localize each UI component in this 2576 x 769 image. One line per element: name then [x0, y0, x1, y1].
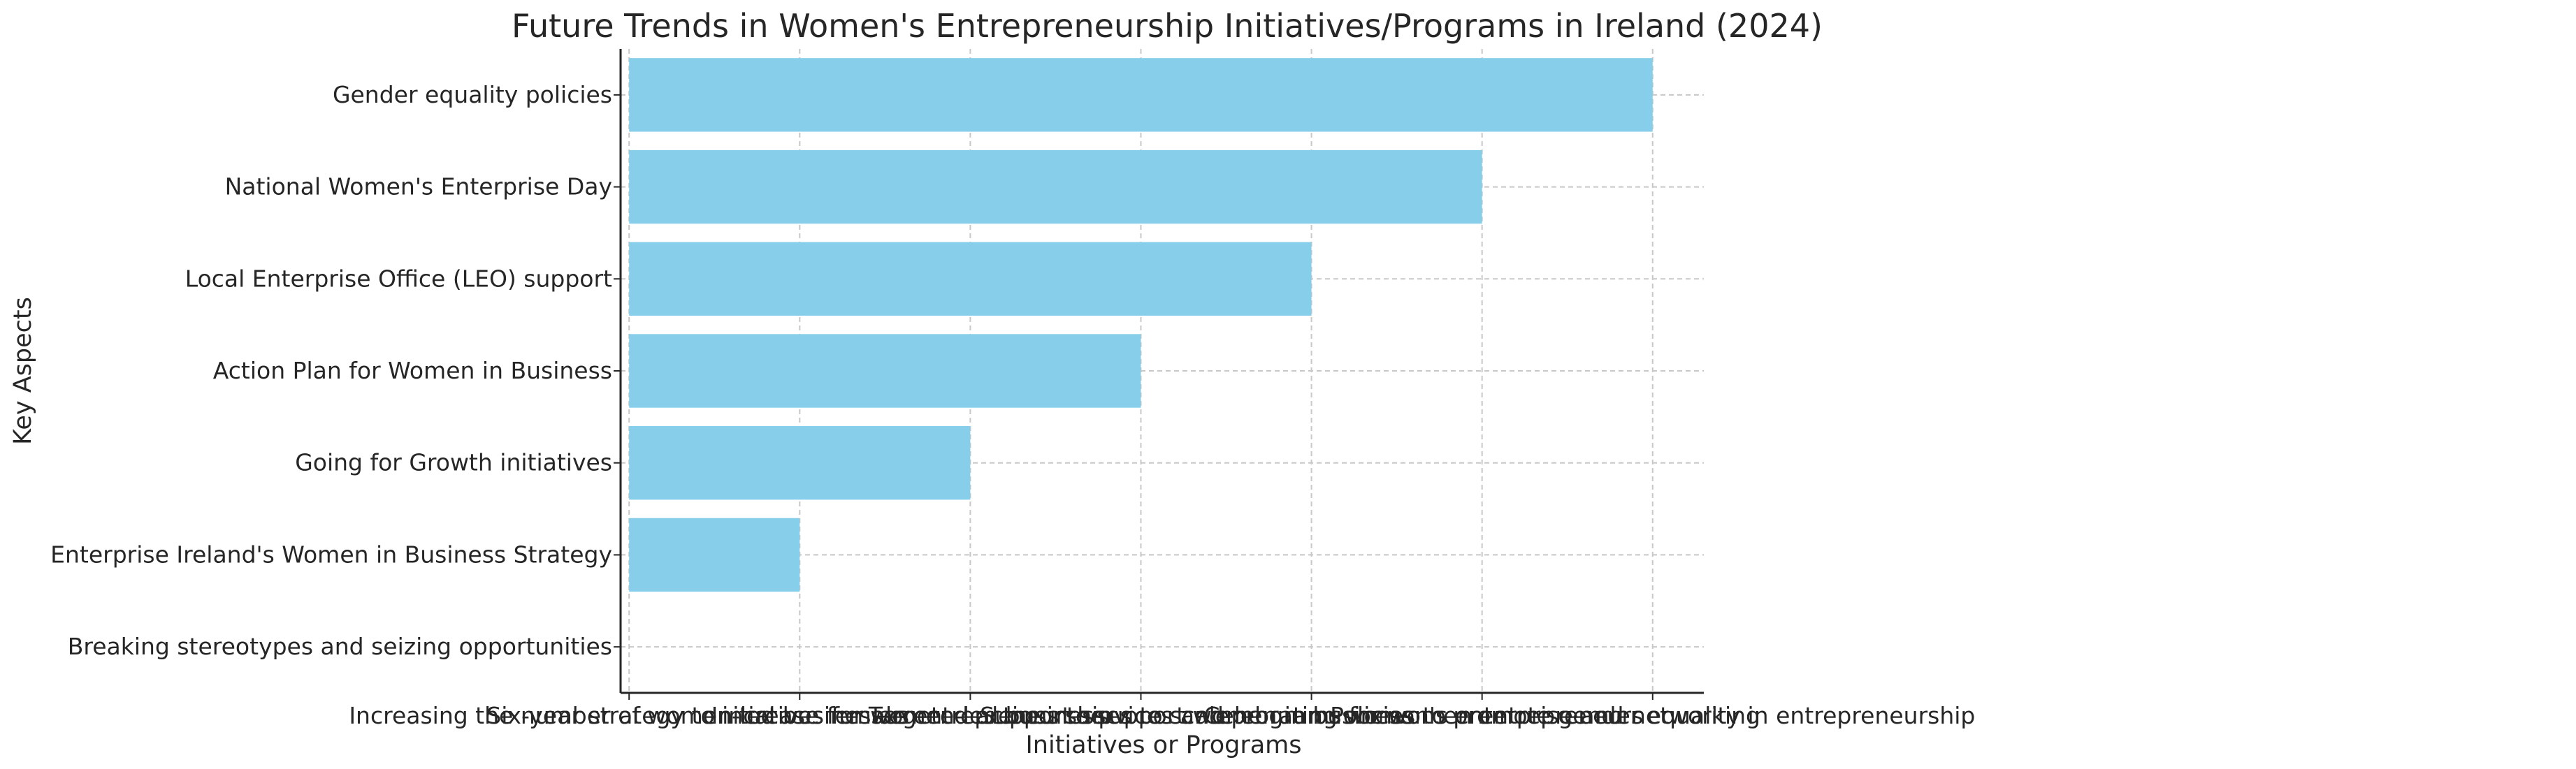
y-tick-label: Gender equality policies [333, 81, 612, 108]
y-tick-label: Local Enterprise Office (LEO) support [185, 265, 612, 292]
y-axis-label: Key Aspects [9, 297, 37, 445]
x-tick-label: Six-year strategy to increase female ent… [486, 702, 1113, 729]
x-tick-label: Initiatives for women-led businesses to … [711, 702, 1229, 729]
y-tick-label: Breaking stereotypes and seizing opportu… [68, 633, 612, 660]
bar [629, 58, 1653, 132]
y-tick-label: Enterprise Ireland's Women in Business S… [50, 541, 612, 568]
x-axis-label: Initiatives or Programs [1025, 731, 1301, 759]
x-tick-label: Increasing the number of women-led busin… [349, 702, 909, 729]
bar [629, 334, 1141, 408]
bar [629, 426, 971, 500]
x-tick-labels: Increasing the number of women-led busin… [349, 702, 1975, 729]
y-tick-label: National Women's Enterprise Day [225, 173, 612, 200]
bars [629, 58, 1653, 592]
x-tick-label: Targeted actions to support women in bus… [868, 702, 1413, 729]
bar [629, 242, 1312, 316]
axes [614, 49, 1704, 700]
bar [629, 149, 1482, 224]
y-tick-labels: Breaking stereotypes and seizing opportu… [50, 81, 612, 660]
x-tick-label: Support services and programs for women … [980, 702, 1643, 729]
chart-title: Future Trends in Women's Entrepreneurshi… [512, 7, 1823, 45]
y-tick-label: Going for Growth initiatives [295, 449, 612, 476]
x-tick-label: Celebrating women's enterprise and netwo… [1203, 702, 1760, 729]
bar [629, 518, 800, 592]
x-tick-label: Policies to promote gender equality in e… [1330, 702, 1975, 729]
y-tick-label: Action Plan for Women in Business [213, 357, 612, 384]
